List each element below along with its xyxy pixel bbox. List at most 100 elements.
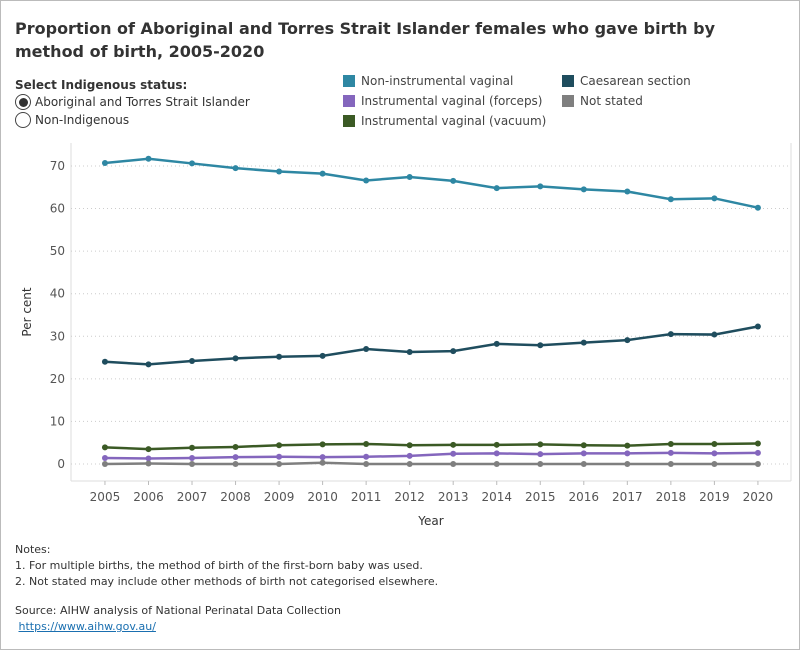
data-point (406, 349, 413, 356)
data-point (450, 450, 457, 457)
data-point (624, 188, 631, 195)
y-axis-title: Per cent (20, 287, 34, 337)
data-point (101, 444, 108, 451)
x-axis-title: Year (417, 514, 443, 528)
data-point (319, 454, 326, 461)
control-label: Select Indigenous status: (15, 78, 188, 92)
source-link[interactable]: https://www.aihw.gov.au/ (18, 620, 156, 633)
data-point (624, 450, 631, 457)
data-point (580, 339, 587, 346)
data-point (537, 441, 544, 448)
data-point (493, 460, 500, 467)
data-point (145, 361, 152, 368)
data-point (363, 440, 370, 447)
data-point (232, 165, 239, 172)
x-tick-label: 2012 (394, 490, 425, 504)
chart-title: Proportion of Aboriginal and Torres Stra… (15, 19, 715, 61)
x-tick-label: 2011 (351, 490, 382, 504)
data-point (145, 455, 152, 462)
radio-button[interactable] (15, 112, 31, 128)
legend-swatch (562, 95, 574, 107)
x-tick-label: 2020 (743, 490, 774, 504)
data-point (319, 352, 326, 359)
series-line (104, 157, 759, 209)
data-point (189, 444, 196, 451)
data-point (537, 183, 544, 190)
note: 1. For multiple births, the method of bi… (15, 559, 423, 572)
data-point (624, 460, 631, 467)
x-tick-label: 2019 (699, 490, 730, 504)
data-point (754, 204, 761, 211)
data-point (145, 446, 152, 453)
legend-label: Not stated (580, 94, 643, 108)
note: 2. Not stated may include other methods … (15, 575, 439, 588)
data-point (450, 460, 457, 467)
data-point (580, 460, 587, 467)
data-point (189, 460, 196, 467)
series-line (104, 451, 758, 460)
data-point (101, 455, 108, 462)
radio-option[interactable]: Aboriginal and Torres Strait Islander (15, 94, 250, 110)
x-tick-label: 2016 (569, 490, 600, 504)
legend-swatch (343, 95, 355, 107)
data-point (493, 450, 500, 457)
data-point (754, 440, 761, 447)
data-point (145, 155, 152, 162)
y-tick-label: 70 (50, 159, 65, 173)
x-tick-label: 2008 (220, 490, 251, 504)
x-tick-label: 2006 (133, 490, 164, 504)
data-point (493, 185, 500, 192)
data-point (711, 331, 718, 338)
source: Source: AIHW analysis of National Perina… (15, 603, 341, 635)
data-point (189, 455, 196, 462)
legend-swatch (562, 75, 574, 87)
x-tick-label: 2005 (90, 490, 121, 504)
data-point (319, 170, 326, 177)
data-point (450, 177, 457, 184)
data-point (493, 340, 500, 347)
y-tick-label: 40 (50, 287, 65, 301)
data-point (711, 195, 718, 202)
data-point (580, 442, 587, 449)
series-line (104, 442, 758, 451)
data-point (754, 449, 761, 456)
data-point (667, 196, 674, 203)
data-point (537, 460, 544, 467)
data-point (232, 460, 239, 467)
data-point (101, 358, 108, 365)
x-tick-label: 2013 (438, 490, 469, 504)
legend-swatch (343, 75, 355, 87)
x-tick-label: 2017 (612, 490, 643, 504)
series-line (104, 461, 758, 466)
data-point (145, 460, 152, 467)
data-point (232, 454, 239, 461)
radio-label[interactable]: Aboriginal and Torres Strait Islander (35, 95, 250, 109)
notes-heading: Notes: (15, 543, 51, 556)
data-point (537, 342, 544, 349)
data-point (667, 331, 674, 338)
chart: Non-instrumental vaginal Instrumental vag… (20, 74, 792, 528)
data-point (232, 355, 239, 362)
data-point (406, 460, 413, 467)
data-point (711, 450, 718, 457)
data-point (754, 323, 761, 330)
x-tick-label: 2009 (264, 490, 295, 504)
radio-label[interactable]: Non-Indigenous (35, 113, 130, 127)
radio-option[interactable]: Non-Indigenous (15, 112, 129, 128)
data-point (406, 174, 413, 181)
radio-button[interactable] (15, 94, 31, 110)
data-point (363, 346, 370, 353)
legend-label: Caesarean section (580, 74, 691, 88)
data-point (406, 442, 413, 449)
notes: Notes: 1. For multiple births, the metho… (15, 542, 438, 590)
source-text: Source: AIHW analysis of National Perina… (15, 604, 341, 617)
data-point (363, 453, 370, 460)
data-point (667, 449, 674, 456)
data-point (276, 453, 283, 460)
x-tick-label: 2014 (481, 490, 512, 504)
legend-label: Non-instrumental vaginal (361, 74, 513, 88)
y-tick-label: 20 (50, 372, 65, 386)
data-point (580, 186, 587, 193)
x-tick-label: 2010 (307, 490, 338, 504)
data-point (406, 452, 413, 459)
